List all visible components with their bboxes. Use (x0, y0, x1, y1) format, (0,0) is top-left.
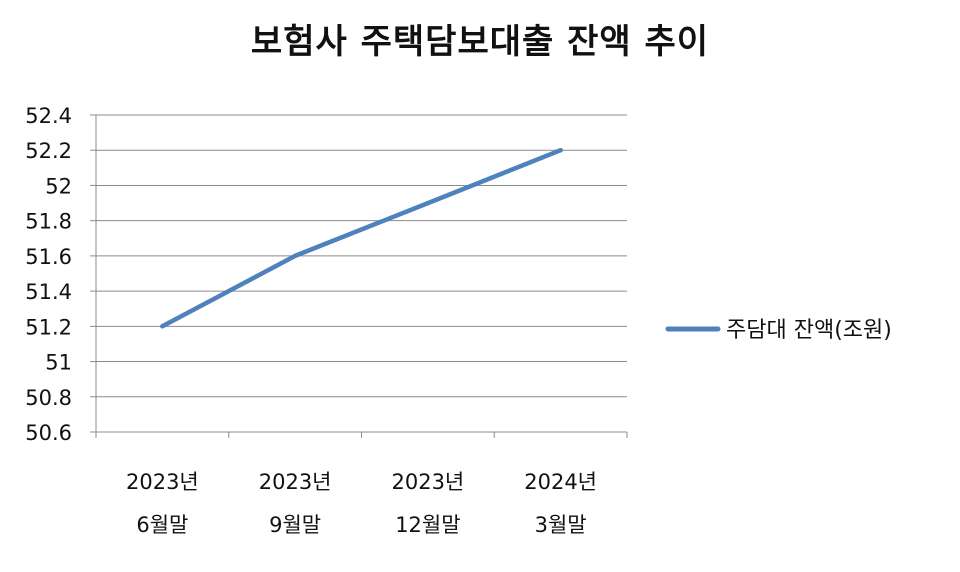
data-point (292, 253, 298, 259)
gridlines (96, 114, 627, 398)
data-point (558, 148, 563, 153)
y-tick-label: 50.6 (25, 421, 72, 445)
y-tick-labels: 50.6 50.8 51 51.2 51.4 51.6 51.8 52 52.2 52.4 (25, 104, 72, 445)
y-tick-label: 51.6 (25, 245, 72, 269)
y-tick-label: 51 (45, 351, 72, 375)
legend: 주담대 잔액(조원) (665, 318, 892, 343)
y-tick-label: 52.2 (25, 139, 72, 163)
y-tick-label: 50.8 (25, 386, 72, 410)
y-tick-label: 52.4 (25, 104, 72, 128)
y-tick-label: 51.4 (25, 280, 72, 304)
y-tick-label: 51.8 (25, 210, 72, 234)
x-tick-label: 2023년 (391, 470, 464, 494)
x-tick-labels: 2023년 6월말 2023년 9월말 2023년 12월말 2024년 3월말 (126, 470, 597, 537)
chart-title: 보험사 주택담보대출 잔액 추이 (250, 22, 710, 62)
x-tick-label: 2023년 (259, 470, 332, 494)
y-tick-label: 52 (45, 174, 72, 198)
x-tick-label: 12월말 (395, 513, 460, 537)
x-tick-label: 2023년 (126, 470, 199, 494)
series-line (160, 147, 563, 329)
data-point (160, 324, 165, 329)
axes (90, 114, 628, 438)
x-tick-label: 3월말 (535, 513, 587, 537)
legend-label: 주담대 잔액(조원) (726, 318, 892, 343)
y-tick-label: 51.2 (25, 315, 72, 339)
x-tick-label: 2024년 (524, 470, 597, 494)
series-lines (160, 147, 563, 329)
x-tick-label: 9월말 (269, 513, 321, 537)
x-tick-label: 6월말 (136, 513, 188, 537)
data-point (425, 200, 431, 206)
